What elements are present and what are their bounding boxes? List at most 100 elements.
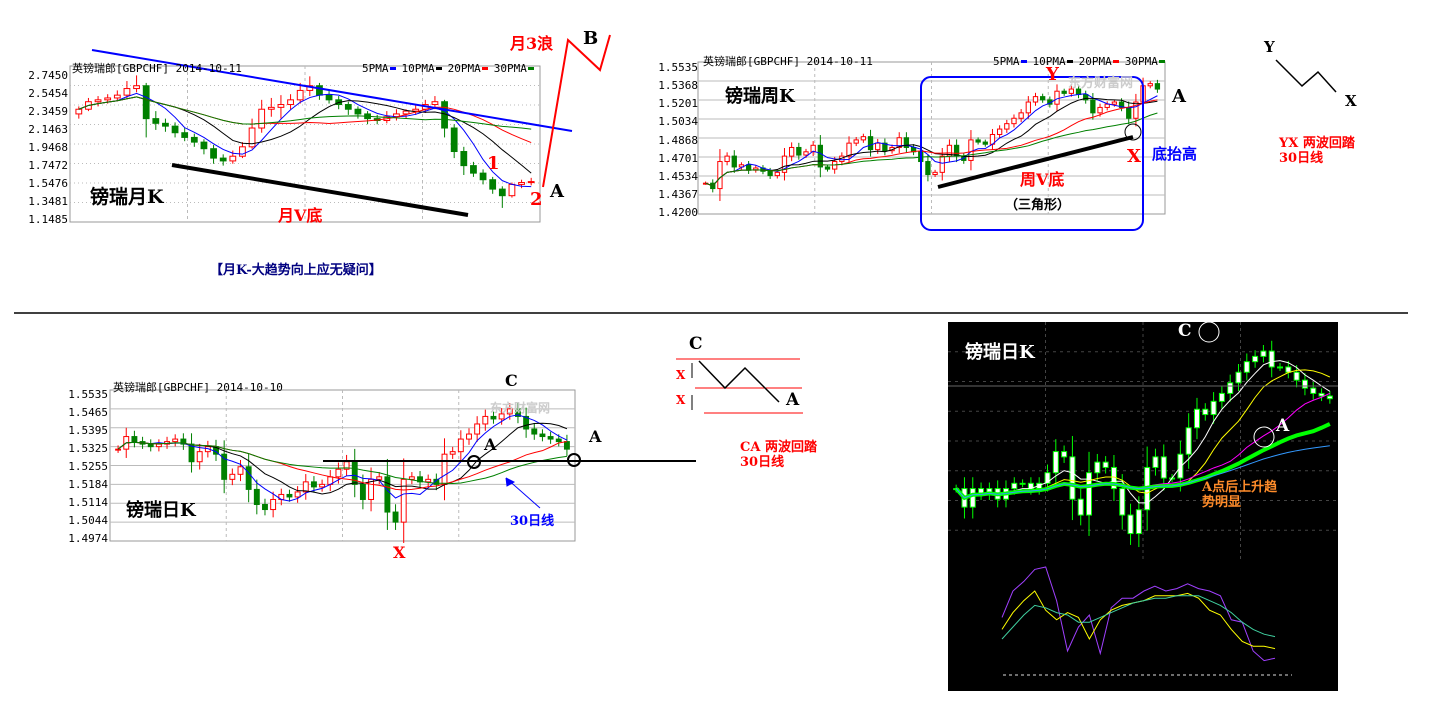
candle-body: [817, 144, 823, 168]
candle-body: [239, 146, 246, 157]
candle-body: [479, 172, 487, 181]
candle-body: [996, 128, 1003, 135]
candle-body: [867, 136, 874, 151]
candle-body: [1102, 461, 1109, 468]
candle-body: [767, 170, 773, 177]
y-tick-label: 1.3481: [28, 195, 68, 208]
candle-body: [1061, 451, 1068, 458]
candle-body: [133, 85, 140, 90]
candle-body: [1133, 101, 1139, 119]
yx-wave-diagram: [1275, 59, 1337, 93]
y-tick-label: 1.5476: [28, 177, 68, 190]
candle-body: [258, 108, 266, 129]
candle-body: [457, 438, 464, 453]
ma-30-line: [117, 441, 567, 484]
candle-body: [229, 155, 237, 162]
candle-body: [180, 438, 187, 445]
candle-body: [745, 164, 752, 171]
legend-swatch: [1066, 60, 1073, 63]
candle-body: [460, 151, 468, 167]
candle-body: [1111, 101, 1118, 105]
candle-body: [563, 441, 570, 450]
y-tick-label: 2.3459: [28, 105, 68, 118]
candle-body: [523, 415, 530, 430]
candle-body: [155, 443, 162, 448]
monthly-header: 英镑瑞郎[GBPCHF] 2014-10-11: [72, 62, 242, 75]
candle-body: [188, 443, 195, 463]
candle-body: [181, 132, 189, 138]
monthly-resistance-trendline: [91, 49, 573, 132]
candle-body: [975, 139, 981, 143]
legend-swatch: [389, 67, 396, 70]
yx-note-line1: YX 两波回踏: [1279, 136, 1355, 151]
legend-swatch: [1158, 60, 1165, 63]
candle-body: [1025, 101, 1031, 114]
triangle-box: [920, 76, 1144, 231]
daily-watermark: 东方财富网: [490, 401, 551, 415]
candle-body: [354, 108, 362, 115]
candle-body: [402, 110, 410, 115]
y-tick-label: 1.4367: [658, 187, 698, 201]
candle-body: [162, 122, 169, 127]
candle-body: [724, 155, 730, 163]
ca-wave-diagram: [698, 360, 780, 403]
candle-body: [172, 438, 179, 443]
candle-body: [1061, 90, 1067, 94]
candle-body: [1094, 461, 1101, 474]
candle-body: [527, 181, 535, 184]
candle-body: [310, 481, 317, 488]
ma-5-line: [117, 414, 568, 502]
legend-swatch: [1112, 60, 1119, 63]
candle-body: [1011, 117, 1017, 125]
y-tick-label: 1.5201: [658, 97, 698, 111]
label-1: 1: [487, 153, 500, 174]
candle-body: [1154, 83, 1161, 90]
daily-label-x: X: [393, 543, 406, 562]
yx-label-x: X: [1345, 92, 1357, 110]
candle-body: [319, 483, 326, 488]
monthly-caption: 【月K-大趋势向上应无疑问】: [210, 263, 382, 278]
candle-body: [1119, 488, 1126, 516]
yx-label-y: Y: [1264, 38, 1275, 56]
y-tick-label: 2.7450: [28, 69, 68, 82]
candle-body: [200, 141, 208, 150]
candle-body: [1147, 83, 1153, 87]
candle-body: [932, 171, 938, 176]
candle-body: [253, 488, 260, 506]
candle-body: [1032, 96, 1039, 103]
candle-body: [1235, 371, 1242, 384]
candle-body: [152, 118, 160, 124]
candle-body: [1040, 96, 1046, 101]
y-tick-label: 1.5114: [68, 496, 108, 509]
y-tick-label: 1.5395: [68, 424, 108, 437]
legend-swatch: [1020, 60, 1027, 63]
ca-label-a: A: [786, 390, 800, 410]
monthly-label-a: A: [550, 181, 564, 202]
candle-body: [489, 179, 497, 190]
daily-chart-name: 镑瑞日K: [126, 500, 196, 521]
monthly-chart-name: 镑瑞月K: [90, 186, 164, 208]
weekly-label-a: A: [1172, 86, 1186, 107]
candle-body: [882, 142, 888, 152]
candle-body: [781, 155, 788, 173]
candle-body: [449, 451, 456, 455]
ca-label-x2: X: [676, 393, 686, 407]
legend-item: 20PMA: [1079, 55, 1125, 68]
weekly-watermark: 东方财富网: [1068, 76, 1134, 91]
candle-body: [1135, 509, 1142, 535]
candle-body: [1293, 371, 1300, 381]
candle-body: [335, 468, 342, 478]
candle-body: [1019, 482, 1026, 485]
y-tick-label: 2.1463: [28, 123, 68, 136]
daily-chart: [109, 389, 576, 544]
daily-label-c: C: [505, 371, 518, 390]
candle-body: [1185, 427, 1192, 455]
indicator-teal-line: [1001, 595, 1276, 640]
monthly-support-trendline: [171, 163, 469, 217]
candle-body: [1054, 90, 1060, 105]
candle-body: [1083, 93, 1089, 101]
candle-body: [229, 473, 236, 480]
legend-item: 10PMA: [402, 62, 448, 75]
candle-body: [796, 146, 802, 156]
